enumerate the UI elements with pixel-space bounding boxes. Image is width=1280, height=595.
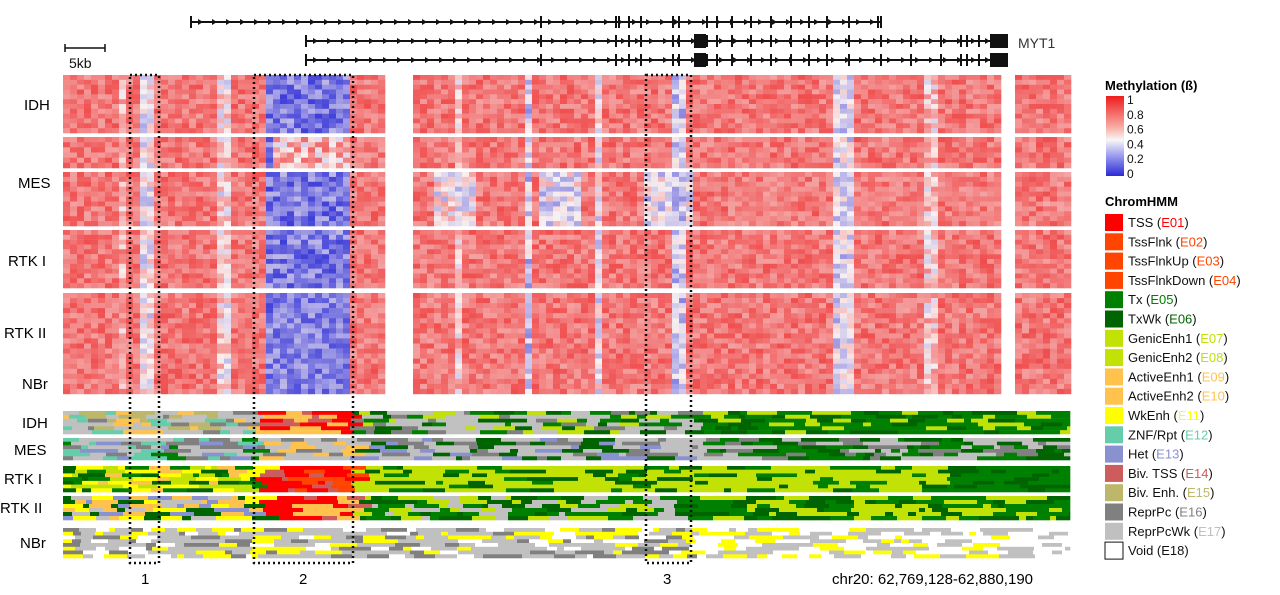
transcripts <box>190 16 1008 67</box>
legend-label: TSS (E01) <box>1128 215 1189 230</box>
methylation-tick-label: 0.6 <box>1127 123 1144 137</box>
legend-label: Biv. Enh. (E15) <box>1128 485 1215 500</box>
chromhmm-legend-items: TSS (E01) TssFlnk (E02) TssFlnkUp (E03) Tss… <box>1105 214 1241 559</box>
legend-swatch <box>1105 272 1123 289</box>
legend-swatch <box>1105 426 1123 443</box>
methylation-tick-label: 0.8 <box>1127 108 1144 122</box>
legend-label: ZNF/Rpt (E12) <box>1128 427 1213 442</box>
legend-label: ReprPcWk (E17) <box>1128 524 1226 539</box>
hmm-label-mes: MES <box>14 442 47 459</box>
legend-item-e09: ActiveEnh1 (E09) <box>1105 368 1229 385</box>
meth-label-mes: MES <box>18 175 51 192</box>
legend-item-e05: Tx (E05) <box>1105 291 1178 308</box>
region-label-3: 3 <box>663 571 671 588</box>
methylation-tick-label: 0.4 <box>1127 137 1144 151</box>
legend-label: Biv. TSS (E14) <box>1128 466 1213 481</box>
legend-swatch <box>1105 465 1123 482</box>
legend-swatch <box>1105 523 1123 540</box>
legend-label: Tx (E05) <box>1128 292 1178 307</box>
legend-swatch <box>1105 446 1123 463</box>
gene-name: MYT1 <box>1018 35 1056 51</box>
legend-swatch <box>1105 330 1123 347</box>
methylation-heatmap <box>63 75 1071 394</box>
hmm-label-nbr: NBr <box>20 535 46 552</box>
legend-swatch <box>1105 407 1123 424</box>
methylation-ticks: 10.80.60.40.20 <box>1127 93 1144 181</box>
legend-label: ActiveEnh1 (E09) <box>1128 369 1229 384</box>
legend-label: Het (E13) <box>1128 447 1184 462</box>
legend-label: GenicEnh2 (E08) <box>1128 350 1228 365</box>
legend-swatch <box>1105 542 1123 559</box>
legend-item-e07: GenicEnh1 (E07) <box>1105 330 1228 347</box>
legend-item-e18: Void (E18) <box>1105 542 1189 559</box>
legend-label: Void (E18) <box>1128 543 1189 558</box>
legend-item-e17: ReprPcWk (E17) <box>1105 523 1226 540</box>
legend-swatch <box>1105 233 1123 250</box>
legend-label: TssFlnkDown (E04) <box>1128 273 1241 288</box>
chromhmm-legend-title: ChromHMM <box>1105 194 1178 209</box>
legend-item-e15: Biv. Enh. (E15) <box>1105 484 1215 501</box>
chromhmm-group-labels: IDH MES RTK I RTK II NBr <box>0 415 48 552</box>
meth-label-rtk1: RTK I <box>8 253 46 270</box>
legend-item-e06: TxWk (E06) <box>1105 311 1197 328</box>
meth-label-nbr: NBr <box>22 376 48 393</box>
legend-item-e08: GenicEnh2 (E08) <box>1105 349 1228 366</box>
legend-item-e03: TssFlnkUp (E03) <box>1105 253 1224 270</box>
legend-swatch <box>1105 504 1123 521</box>
legend-swatch <box>1105 484 1123 501</box>
legend-label: WkEnh (E11) <box>1128 408 1204 423</box>
legend-item-e02: TssFlnk (E02) <box>1105 233 1207 250</box>
meth-label-idh: IDH <box>24 97 50 114</box>
legend-label: TssFlnkUp (E03) <box>1128 254 1224 269</box>
region-label-1: 1 <box>141 571 149 588</box>
chromhmm-tracks <box>63 411 1070 558</box>
legend-label: TssFlnk (E02) <box>1128 234 1207 249</box>
methylation-group-labels: IDH MES RTK I RTK II NBr <box>4 97 51 393</box>
methylation-colorbar <box>1106 96 1124 176</box>
genomic-coordinates: chr20: 62,769,128-62,880,190 <box>832 571 1033 588</box>
hmm-label-idh: IDH <box>22 415 48 432</box>
methylation-legend: Methylation (ß) 10.80.60.40.20 <box>1105 78 1197 181</box>
methylation-tick-label: 0 <box>1127 167 1134 181</box>
legend-item-e10: ActiveEnh2 (E10) <box>1105 388 1229 405</box>
hmm-label-rtk2: RTK II <box>0 500 42 517</box>
scale-bar: 5kb <box>65 44 105 71</box>
legend-swatch <box>1105 388 1123 405</box>
legend-label: GenicEnh1 (E07) <box>1128 331 1228 346</box>
legend-item-e12: ZNF/Rpt (E12) <box>1105 426 1213 443</box>
scale-label: 5kb <box>69 55 92 71</box>
hmm-label-rtk1: RTK I <box>4 471 42 488</box>
legend-item-e01: TSS (E01) <box>1105 214 1189 231</box>
gene-track: MYT1 <box>190 16 1056 67</box>
legend-swatch <box>1105 349 1123 366</box>
legend-item-e16: ReprPc (E16) <box>1105 504 1207 521</box>
legend-swatch <box>1105 368 1123 385</box>
legend-swatch <box>1105 291 1123 308</box>
meth-label-rtk2: RTK II <box>4 325 46 342</box>
region-label-2: 2 <box>299 571 307 588</box>
legend-item-e11: WkEnh (E11) <box>1105 407 1204 424</box>
chromhmm-legend: ChromHMM TSS (E01) TssFlnk (E02) TssFlnkUp… <box>1105 194 1241 559</box>
legend-label: TxWk (E06) <box>1128 312 1197 327</box>
legend-swatch <box>1105 311 1123 328</box>
methylation-tick-label: 0.2 <box>1127 152 1144 166</box>
legend-swatch <box>1105 253 1123 270</box>
methylation-legend-title: Methylation (ß) <box>1105 78 1197 93</box>
legend-label: ActiveEnh2 (E10) <box>1128 389 1229 404</box>
legend-label: ReprPc (E16) <box>1128 505 1207 520</box>
legend-item-e13: Het (E13) <box>1105 446 1184 463</box>
legend-item-e04: TssFlnkDown (E04) <box>1105 272 1241 289</box>
legend-item-e14: Biv. TSS (E14) <box>1105 465 1213 482</box>
methylation-tick-label: 1 <box>1127 93 1134 107</box>
legend-swatch <box>1105 214 1123 231</box>
